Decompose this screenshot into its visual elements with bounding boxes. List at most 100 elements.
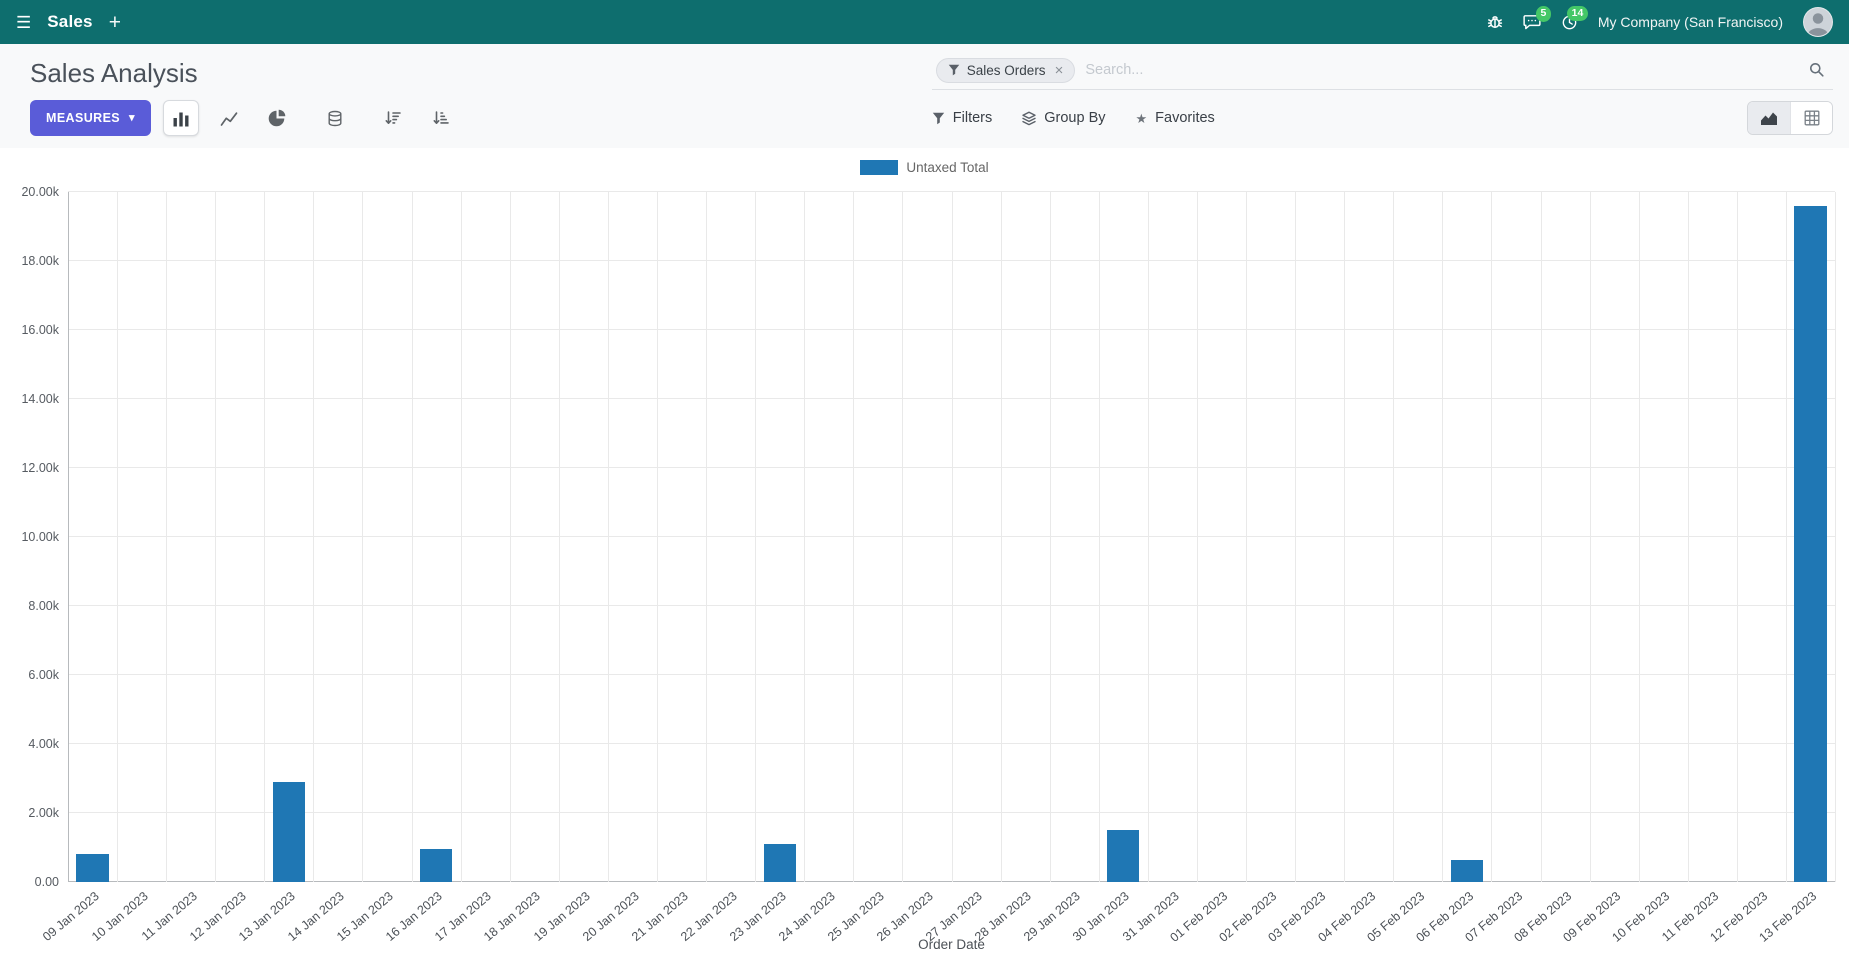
bar[interactable] — [1794, 205, 1827, 882]
user-silhouette-icon — [1807, 13, 1829, 36]
favorites-button[interactable]: ★ Favorites — [1136, 110, 1215, 126]
v-gridline — [706, 192, 708, 882]
v-gridline — [1245, 192, 1247, 882]
star-icon: ★ — [1135, 110, 1148, 126]
layers-icon — [1022, 111, 1036, 125]
activities-button[interactable]: 14 — [1561, 5, 1588, 31]
bug-icon — [1487, 16, 1502, 28]
v-gridline — [1736, 192, 1738, 882]
v-gridline — [68, 192, 69, 882]
v-gridline — [1000, 192, 1002, 882]
line-chart-button[interactable] — [211, 100, 247, 136]
v-gridline — [411, 192, 413, 882]
sort-ascending-button[interactable] — [423, 100, 459, 136]
y-tick-label: 6.00k — [28, 668, 59, 682]
search-facet[interactable]: Sales Orders × — [935, 57, 1076, 83]
sort-descending-button[interactable] — [375, 100, 411, 136]
pivot-view-button[interactable] — [1790, 102, 1832, 134]
v-gridline — [1835, 192, 1836, 882]
x-axis-title: Order Date — [918, 937, 985, 952]
activities-badge: 14 — [1567, 5, 1588, 22]
user-avatar[interactable] — [1803, 7, 1833, 37]
favorites-label: Favorites — [1155, 110, 1215, 126]
navbar-right: 5 14 My Company (San Francisco) — [1487, 5, 1833, 37]
navbar-left: ☰ Sales + — [16, 12, 121, 33]
debug-button[interactable] — [1487, 14, 1503, 30]
v-gridline — [166, 192, 168, 882]
v-gridline — [1589, 192, 1591, 882]
v-gridline — [1196, 192, 1198, 882]
v-gridline — [362, 192, 364, 882]
bar[interactable] — [1450, 859, 1484, 882]
messages-badge: 5 — [1535, 6, 1551, 22]
y-tick-label: 8.00k — [28, 599, 59, 613]
pie-chart-icon — [268, 109, 286, 127]
graph-view-button[interactable] — [1748, 102, 1790, 134]
group-by-button[interactable]: Group By — [1022, 110, 1106, 126]
control-panel-row-top: Sales Analysis Sales Orders × — [16, 56, 1833, 90]
bar-chart-icon — [173, 112, 189, 126]
bar-chart-button[interactable] — [162, 100, 199, 136]
v-gridline — [117, 192, 119, 882]
y-tick-label: 2.00k — [28, 806, 59, 820]
bar[interactable] — [272, 781, 306, 882]
v-gridline — [607, 192, 609, 882]
apps-menu-button[interactable]: ☰ — [16, 14, 31, 31]
group-by-label: Group By — [1044, 110, 1106, 126]
v-gridline — [1687, 192, 1689, 882]
bar[interactable] — [419, 849, 453, 882]
v-gridline — [1098, 192, 1100, 882]
chart-legend[interactable]: Untaxed Total — [0, 160, 1849, 175]
v-gridline — [1147, 192, 1149, 882]
measures-button[interactable]: MEASURES ▾ — [30, 100, 151, 136]
v-gridline — [1785, 192, 1787, 882]
v-gridline — [1049, 192, 1051, 882]
database-icon — [328, 110, 342, 126]
page-title: Sales Analysis — [30, 57, 198, 88]
y-tick-label: 10.00k — [21, 530, 59, 544]
bar[interactable] — [76, 854, 109, 882]
v-gridline — [1295, 192, 1297, 882]
v-gridline — [804, 192, 806, 882]
messages-button[interactable]: 5 — [1523, 6, 1551, 30]
pie-chart-button[interactable] — [259, 100, 295, 136]
stacked-toggle-button[interactable] — [317, 100, 353, 136]
graph-toolbar: MEASURES ▾ — [16, 100, 914, 136]
v-gridline — [558, 192, 560, 882]
y-tick-label: 14.00k — [21, 392, 59, 406]
search-input[interactable] — [1085, 62, 1799, 78]
plus-icon: + — [108, 10, 121, 34]
v-gridline — [902, 192, 904, 882]
legend-label: Untaxed Total — [906, 160, 989, 175]
bar[interactable] — [763, 844, 796, 882]
y-tick-label: 20.00k — [21, 185, 59, 199]
control-panel: Sales Analysis Sales Orders × — [0, 44, 1849, 148]
chart-area: Untaxed Total 0.00 2.00k 4.00k 6.00k 8.00k 10… — [0, 148, 1849, 958]
v-gridline — [1442, 192, 1444, 882]
v-gridline — [755, 192, 757, 882]
facet-remove-button[interactable]: × — [1054, 61, 1064, 79]
v-gridline — [656, 192, 658, 882]
y-tick-label: 4.00k — [28, 737, 59, 751]
view-switcher — [1747, 101, 1833, 135]
line-chart-icon — [220, 111, 238, 126]
control-panel-row-bottom: MEASURES ▾ — [16, 100, 1833, 136]
new-window-button[interactable]: + — [109, 12, 121, 33]
search-icon[interactable] — [1809, 62, 1825, 78]
filters-button[interactable]: Filters — [932, 110, 992, 126]
bar[interactable] — [1107, 830, 1140, 882]
legend-swatch — [860, 160, 899, 175]
plot-area: 0.00 2.00k 4.00k 6.00k 8.00k 10.00k 12.00k 14.0… — [21, 185, 1836, 945]
y-tick-label: 16.00k — [21, 323, 59, 337]
v-gridline — [313, 192, 315, 882]
pivot-table-icon — [1804, 110, 1819, 126]
hamburger-icon: ☰ — [16, 12, 32, 32]
v-gridline — [1540, 192, 1542, 882]
area-chart-icon — [1761, 112, 1777, 125]
search-bar[interactable]: Sales Orders × — [931, 56, 1833, 90]
company-switcher[interactable]: My Company (San Francisco) — [1597, 14, 1783, 30]
filter-facet-icon — [948, 64, 960, 76]
v-gridline — [460, 192, 462, 882]
app-name[interactable]: Sales — [47, 12, 93, 31]
